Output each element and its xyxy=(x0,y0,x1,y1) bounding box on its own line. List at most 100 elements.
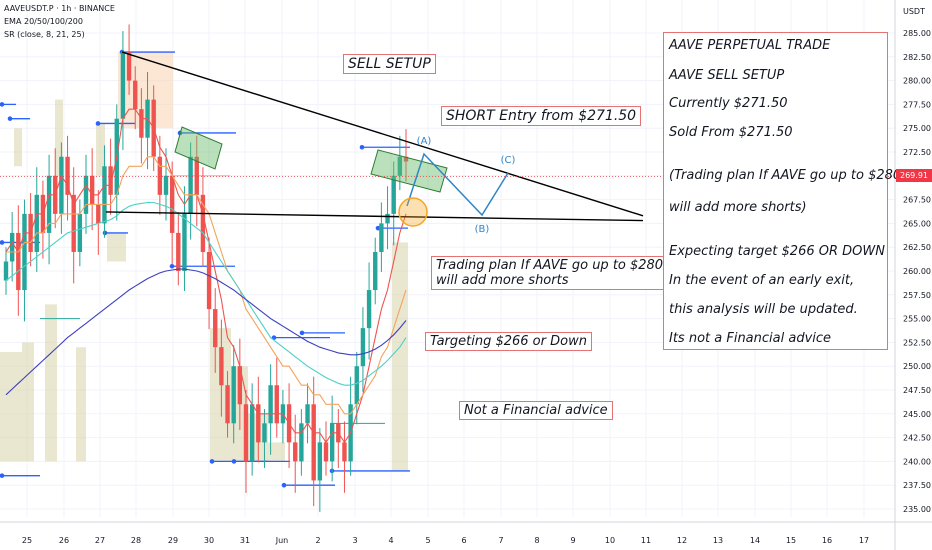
y-tick-label: 260.00 xyxy=(903,267,931,276)
current-price-tag: 269.91 xyxy=(896,169,932,182)
x-tick-label: 8 xyxy=(534,536,539,545)
x-axis[interactable]: 25 26 27 28 29 30 31 Jun 2 3 4 5 6 7 8 9 10 11 12 13 14 15 16 1… xyxy=(0,521,932,545)
candle-body xyxy=(366,290,372,329)
symbol-header[interactable]: AAVEUSDT.P · 1h · BINANCE xyxy=(4,4,115,13)
x-tick-label: 31 xyxy=(240,536,250,545)
candle-body xyxy=(3,261,9,281)
shaded-zone xyxy=(55,99,63,176)
x-tick-label: 5 xyxy=(425,536,430,545)
candle-body xyxy=(65,156,70,195)
candle-body xyxy=(213,309,218,348)
candle-body xyxy=(194,156,199,195)
y-tick-label: 242.50 xyxy=(903,434,931,443)
wave-label: (A) xyxy=(417,136,432,147)
candle-body xyxy=(397,156,403,176)
wave-label: (B) xyxy=(475,224,490,235)
x-tick-label: 15 xyxy=(786,536,796,545)
candle-body xyxy=(274,385,279,424)
wave-label: (C) xyxy=(501,155,516,166)
ema-line xyxy=(5,108,407,444)
candle-body xyxy=(305,404,310,424)
panel-line-3: Currently $271.50 xyxy=(669,96,788,111)
targeting-label: Targeting $266 or Down xyxy=(425,332,592,351)
x-tick-label: 11 xyxy=(641,536,651,545)
candle-body xyxy=(102,166,107,224)
candle-body xyxy=(96,204,101,224)
candle-body xyxy=(120,52,126,119)
x-tick-label: 4 xyxy=(388,536,393,545)
shaded-zone xyxy=(76,347,86,462)
sr-dot xyxy=(95,121,101,126)
trading-plan-line-1: Trading plan If AAVE go up to $280 xyxy=(436,258,664,273)
ema-line xyxy=(6,156,407,415)
sr-dot xyxy=(299,330,305,336)
short-entry-label: SHORT Entry from $271.50 xyxy=(441,106,642,126)
shaded-zone xyxy=(14,128,22,167)
sell-setup-label: SELL SETUP xyxy=(343,54,436,74)
y-tick-label: 245.00 xyxy=(903,410,931,419)
candle-body xyxy=(354,366,359,405)
y-tick-label: 240.00 xyxy=(903,457,931,466)
sr-indicator-label[interactable]: SR (close, 8, 21, 25) xyxy=(4,30,85,39)
green-zone-left xyxy=(174,126,223,170)
y-tick-label: 252.50 xyxy=(903,338,931,347)
y-tick-label: 285.00 xyxy=(903,29,931,38)
panel-line-4: Sold From $271.50 xyxy=(669,125,793,140)
sr-dot xyxy=(169,263,175,269)
candle-body xyxy=(317,442,323,481)
x-tick-label: 17 xyxy=(859,536,869,545)
y-axis[interactable]: USDT 285.00 282.50 280.00 277.50 275.00 272.50… xyxy=(894,0,931,550)
candle-body xyxy=(219,347,224,386)
sr-dot xyxy=(0,240,5,245)
ema-indicator-label[interactable]: EMA 20/50/100/200 xyxy=(4,17,83,26)
sr-dot xyxy=(359,144,365,150)
ema-line xyxy=(5,201,407,386)
y-tick-label: 282.50 xyxy=(903,53,931,62)
y-tick-label: 277.50 xyxy=(903,100,931,109)
sr-dot xyxy=(7,116,13,121)
trading-plan-line-2: will add more shorts xyxy=(436,273,569,288)
candle-body xyxy=(200,194,206,252)
sr-dot xyxy=(375,225,381,231)
shaded-zone xyxy=(96,123,105,176)
y-tick-label: 275.00 xyxy=(903,124,931,133)
x-tick-label: 2 xyxy=(315,536,320,545)
shaded-zone xyxy=(0,351,22,462)
candle-body xyxy=(9,232,15,262)
candle-body xyxy=(34,194,39,252)
ema-lines xyxy=(5,108,407,444)
sr-dot xyxy=(102,230,108,236)
y-tick-label: 235.00 xyxy=(903,505,931,514)
shaded-zone xyxy=(107,232,126,262)
panel-line-8: In the event of an early exit, xyxy=(669,273,855,288)
panel-line-2: AAVE SELL SETUP xyxy=(669,68,785,83)
y-tick-label: 272.50 xyxy=(903,148,931,157)
candle-body xyxy=(188,156,193,214)
candle-body xyxy=(293,442,298,462)
candle-body xyxy=(16,232,21,291)
x-tick-label: 30 xyxy=(204,536,214,545)
shaded-zone xyxy=(268,442,285,462)
x-tick-label: Jun xyxy=(275,536,289,545)
candle-body xyxy=(133,80,138,110)
candle-body xyxy=(169,175,175,233)
support-trendline xyxy=(105,211,644,222)
x-tick-label: 13 xyxy=(713,536,723,545)
y-tick-label: 257.50 xyxy=(903,291,931,300)
x-tick-label: 27 xyxy=(95,536,105,545)
candle-body xyxy=(139,109,144,138)
candle-body xyxy=(176,232,181,271)
panel-line-1: AAVE PERPETUAL TRADE xyxy=(669,38,831,53)
candle-body xyxy=(206,251,212,310)
candle-body xyxy=(77,213,83,252)
x-tick-label: 6 xyxy=(461,536,466,545)
panel-line-10: Its not a Financial advice xyxy=(669,331,832,346)
y-tick-label: 262.50 xyxy=(903,243,931,252)
candle-body xyxy=(22,213,27,291)
sr-dot xyxy=(281,482,287,488)
candle-body xyxy=(231,366,236,424)
candle-body xyxy=(108,166,113,195)
candle-body xyxy=(249,404,255,462)
sr-dot xyxy=(231,459,237,464)
